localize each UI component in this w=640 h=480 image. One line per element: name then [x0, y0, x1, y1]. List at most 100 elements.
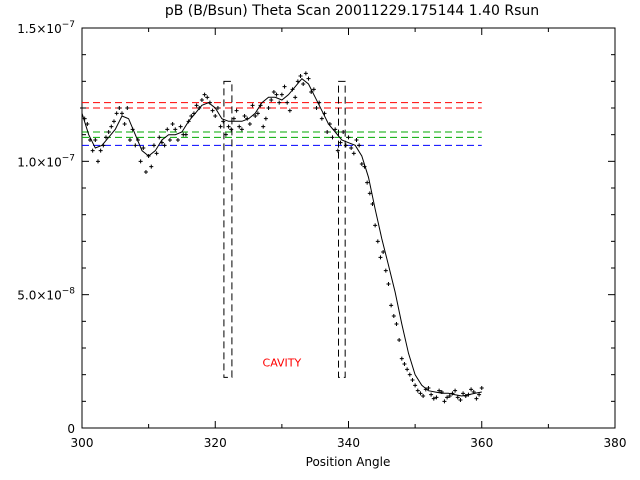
series-2-point: [269, 98, 274, 102]
series-1-point: [223, 132, 228, 137]
series-1-point: [421, 394, 426, 398]
series-2-point: [370, 202, 375, 206]
series-2-point: [290, 87, 295, 92]
series-2-point: [146, 154, 151, 158]
series-2-point: [103, 135, 108, 140]
series-1-point: [282, 84, 287, 89]
series-1-point: [229, 127, 234, 132]
series-2-point: [141, 146, 146, 150]
series-1-point: [415, 388, 420, 393]
series-1-point: [133, 143, 138, 148]
series-1-point: [143, 170, 148, 174]
series-1-point: [122, 122, 127, 126]
series-1-point: [405, 367, 410, 372]
series-1-point: [389, 303, 394, 308]
series-2-point: [445, 395, 450, 400]
series-2-point: [157, 135, 162, 140]
series-1-point: [437, 388, 442, 393]
series-2-point: [317, 100, 322, 105]
series-2-point: [189, 114, 194, 118]
series-2-point: [413, 383, 418, 388]
series-1-point: [463, 394, 468, 398]
series-2-point: [167, 138, 172, 142]
x-tick-label: 340: [337, 436, 360, 450]
series-0-line: [81, 78, 482, 397]
y-tick-label: 1.5×10−7: [17, 20, 75, 36]
series-1-point: [250, 103, 255, 108]
series-1-point: [479, 386, 484, 390]
series-2-point: [130, 127, 135, 132]
series-2-point: [215, 106, 220, 110]
series-2-point: [434, 395, 439, 400]
series-2-point: [263, 116, 268, 121]
series-1-point: [298, 74, 303, 78]
series-2-point: [114, 111, 119, 116]
series-1-point: [410, 378, 415, 382]
series-2-point: [439, 390, 444, 394]
series-1-point: [447, 394, 452, 398]
series-1-point: [245, 116, 250, 121]
series-1-point: [474, 396, 479, 401]
series-2-point: [477, 392, 482, 397]
series-1-point: [319, 116, 324, 121]
y-tick-label: 0: [67, 422, 75, 436]
series-1-point: [197, 106, 202, 110]
series-2-point: [338, 140, 343, 145]
series-1-point: [175, 138, 180, 142]
series-2-point: [135, 138, 140, 142]
series-2-point: [455, 395, 460, 400]
series-2-point: [87, 138, 92, 142]
series-1-point: [469, 387, 474, 392]
series-1-point: [309, 90, 314, 94]
series-2-point: [178, 124, 183, 129]
annotations: CAVITY: [263, 357, 302, 370]
cavity-boundary-1: [338, 80, 346, 378]
series-2-point: [407, 372, 412, 377]
series-2-point: [173, 127, 178, 132]
series-2-point: [359, 162, 364, 166]
series-2-point: [333, 127, 338, 132]
series-1-point: [239, 127, 244, 132]
series-2-point: [205, 95, 210, 100]
series-1-point: [373, 223, 378, 228]
axis-ticks: [81, 27, 616, 429]
plot-frame: [81, 27, 616, 429]
series-2-point: [226, 124, 231, 129]
series-2-point: [391, 314, 396, 318]
series-1-point: [367, 191, 372, 196]
y-tick-label-exponent: −8: [62, 287, 76, 297]
series-1-point: [277, 100, 282, 105]
reference-lines: [82, 102, 482, 146]
series-1-point: [149, 164, 154, 169]
x-tick-label: 360: [470, 436, 493, 450]
series-1-point: [341, 130, 346, 134]
y-tick-label-mantissa: 1.5×10: [17, 22, 61, 36]
series-2-point: [93, 138, 98, 142]
series-2-point: [253, 114, 258, 118]
y-tick-label: 1.0×10−7: [17, 153, 75, 169]
series-2-point: [423, 387, 428, 392]
series-2-point: [98, 148, 103, 153]
y-tick-label-mantissa: 1.0×10: [17, 155, 61, 169]
series-1-point: [325, 130, 330, 134]
series-2-point: [301, 82, 306, 86]
series-2-point: [82, 116, 87, 121]
series-1-point: [90, 148, 95, 153]
series-1-point: [106, 130, 111, 134]
series-2-point: [210, 108, 215, 113]
series-1-point: [453, 388, 458, 393]
series-1-point: [362, 164, 367, 169]
series-2-point: [461, 391, 466, 396]
series-1-point: [117, 106, 122, 110]
series-2-point: [311, 87, 316, 92]
series-1-point: [378, 255, 383, 260]
x-tick-label: 380: [604, 436, 627, 450]
series-1-point: [335, 148, 340, 153]
series-2-point: [285, 100, 290, 105]
series-1-point: [426, 386, 431, 390]
series-1-point: [154, 151, 159, 156]
series-2-point: [119, 111, 124, 116]
series-2-point: [381, 250, 386, 254]
series-2-point: [125, 106, 130, 110]
series-1-point: [394, 322, 399, 326]
